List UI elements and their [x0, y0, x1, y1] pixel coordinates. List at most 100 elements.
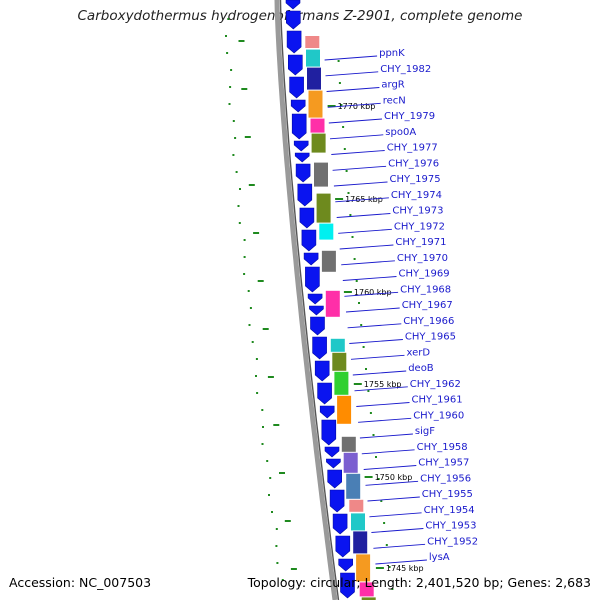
gc-dot	[275, 545, 278, 547]
gc-dot	[255, 375, 257, 377]
gc-dot	[262, 426, 264, 428]
label-leader	[324, 55, 378, 61]
label-leader	[347, 323, 402, 329]
gene-label[interactable]: CHY_1971	[395, 237, 446, 248]
gc-dot	[227, 18, 230, 20]
gene-label[interactable]: CHY_1976	[388, 158, 439, 169]
gene-label[interactable]: CHY_1952	[427, 536, 478, 547]
kbp-label: 1755 kbp	[364, 380, 402, 389]
label-leader	[356, 402, 410, 407]
gc-dot	[235, 171, 238, 173]
gene-label[interactable]: CHY_1965	[405, 332, 456, 343]
gene-label[interactable]: sigF	[415, 426, 435, 437]
gene-label[interactable]: CHY_1958	[417, 442, 468, 453]
cog-block	[305, 36, 320, 48]
gene-label[interactable]: CHY_1972	[394, 221, 445, 232]
gene-label[interactable]: CHY_1982	[380, 64, 431, 75]
label-leader	[369, 512, 422, 518]
cog-block	[330, 338, 345, 352]
gc-dot	[243, 239, 246, 241]
gene-label[interactable]: CHY_1975	[390, 174, 441, 185]
cog-block	[359, 582, 374, 597]
gene-label[interactable]: CHY_1966	[403, 316, 454, 327]
cog-block	[314, 162, 328, 187]
gc-dot	[243, 273, 246, 275]
cog-block	[353, 531, 368, 554]
label-leader	[327, 102, 381, 108]
cds-arrow	[301, 229, 317, 252]
cds-arrow	[314, 360, 330, 382]
gene-label[interactable]: CHY_1956	[420, 473, 471, 484]
cog-block	[334, 371, 349, 395]
gene-label[interactable]: argR	[381, 80, 404, 91]
label-leader	[373, 543, 426, 549]
gene-label[interactable]: spo0A	[385, 127, 416, 138]
gc-dot	[261, 443, 264, 445]
cds-arrow	[332, 513, 348, 535]
gene-label[interactable]: xerD	[407, 347, 431, 358]
gene-label[interactable]: CHY_1974	[391, 190, 442, 201]
gc-dot	[243, 256, 246, 258]
label-leader	[371, 528, 424, 533]
cog-block	[325, 290, 340, 317]
gc-dot	[281, 579, 284, 581]
cog-block	[346, 473, 361, 499]
gc-dot	[351, 236, 354, 238]
kbp-label: 1760 kbp	[354, 288, 392, 297]
gc-dot	[345, 170, 348, 172]
gene-label[interactable]: CHY_1973	[392, 206, 443, 217]
label-leader	[365, 480, 419, 486]
label-leader	[333, 181, 388, 187]
gc-dot	[377, 478, 380, 480]
gene-label[interactable]: lysA	[429, 552, 450, 563]
gc-dot	[269, 477, 272, 479]
gene-label[interactable]: CHY_1970	[397, 253, 448, 264]
cds-arrow	[329, 489, 345, 513]
cds-arrow	[338, 558, 354, 572]
label-leader	[345, 307, 400, 313]
gc-dot	[261, 409, 264, 411]
gc-dash	[248, 184, 255, 186]
gc-dot	[380, 500, 383, 502]
gc-dot	[268, 494, 270, 496]
gc-dot	[238, 222, 241, 224]
gene-label[interactable]: CHY_1968	[400, 284, 451, 295]
gene-label[interactable]: ppnK	[379, 48, 405, 59]
cds-arrows	[285, 0, 355, 599]
cds-arrow	[312, 336, 327, 360]
gc-dash	[244, 136, 251, 138]
label-leader	[350, 354, 405, 360]
gc-dot	[360, 324, 363, 326]
label-leader	[326, 87, 380, 92]
gc-dot	[249, 307, 252, 309]
gene-label[interactable]: CHY_1957	[418, 458, 469, 469]
gc-dot	[275, 528, 278, 530]
cog-block	[356, 554, 371, 582]
gc-dot	[225, 35, 227, 37]
gc-dot	[347, 192, 350, 194]
gene-label[interactable]: CHY_1961	[412, 395, 463, 406]
gene-label[interactable]: CHY_1969	[399, 269, 450, 280]
cds-arrow	[305, 266, 320, 293]
gene-label[interactable]: CHY_1967	[402, 300, 453, 311]
gene-label[interactable]: CHY_1962	[410, 379, 461, 390]
gc-dot	[338, 82, 341, 84]
gene-label[interactable]: recN	[383, 95, 406, 106]
cds-arrow	[286, 30, 302, 54]
gc-dot	[271, 511, 273, 513]
gc-dot	[239, 188, 241, 190]
gc-dot	[266, 460, 269, 462]
gene-label[interactable]: CHY_1979	[384, 111, 435, 122]
gene-label[interactable]: CHY_1960	[413, 410, 464, 421]
gene-label[interactable]: deoB	[408, 363, 434, 374]
cds-arrow	[297, 183, 313, 207]
label-leader	[349, 339, 403, 344]
cds-arrow	[321, 419, 337, 446]
gene-label[interactable]: CHY_1953	[425, 521, 476, 532]
gene-label[interactable]: CHY_1977	[387, 143, 438, 154]
gc-dash	[262, 328, 269, 330]
gene-label[interactable]: CHY_1954	[424, 505, 475, 516]
gene-label[interactable]: CHY_1955	[422, 489, 473, 500]
